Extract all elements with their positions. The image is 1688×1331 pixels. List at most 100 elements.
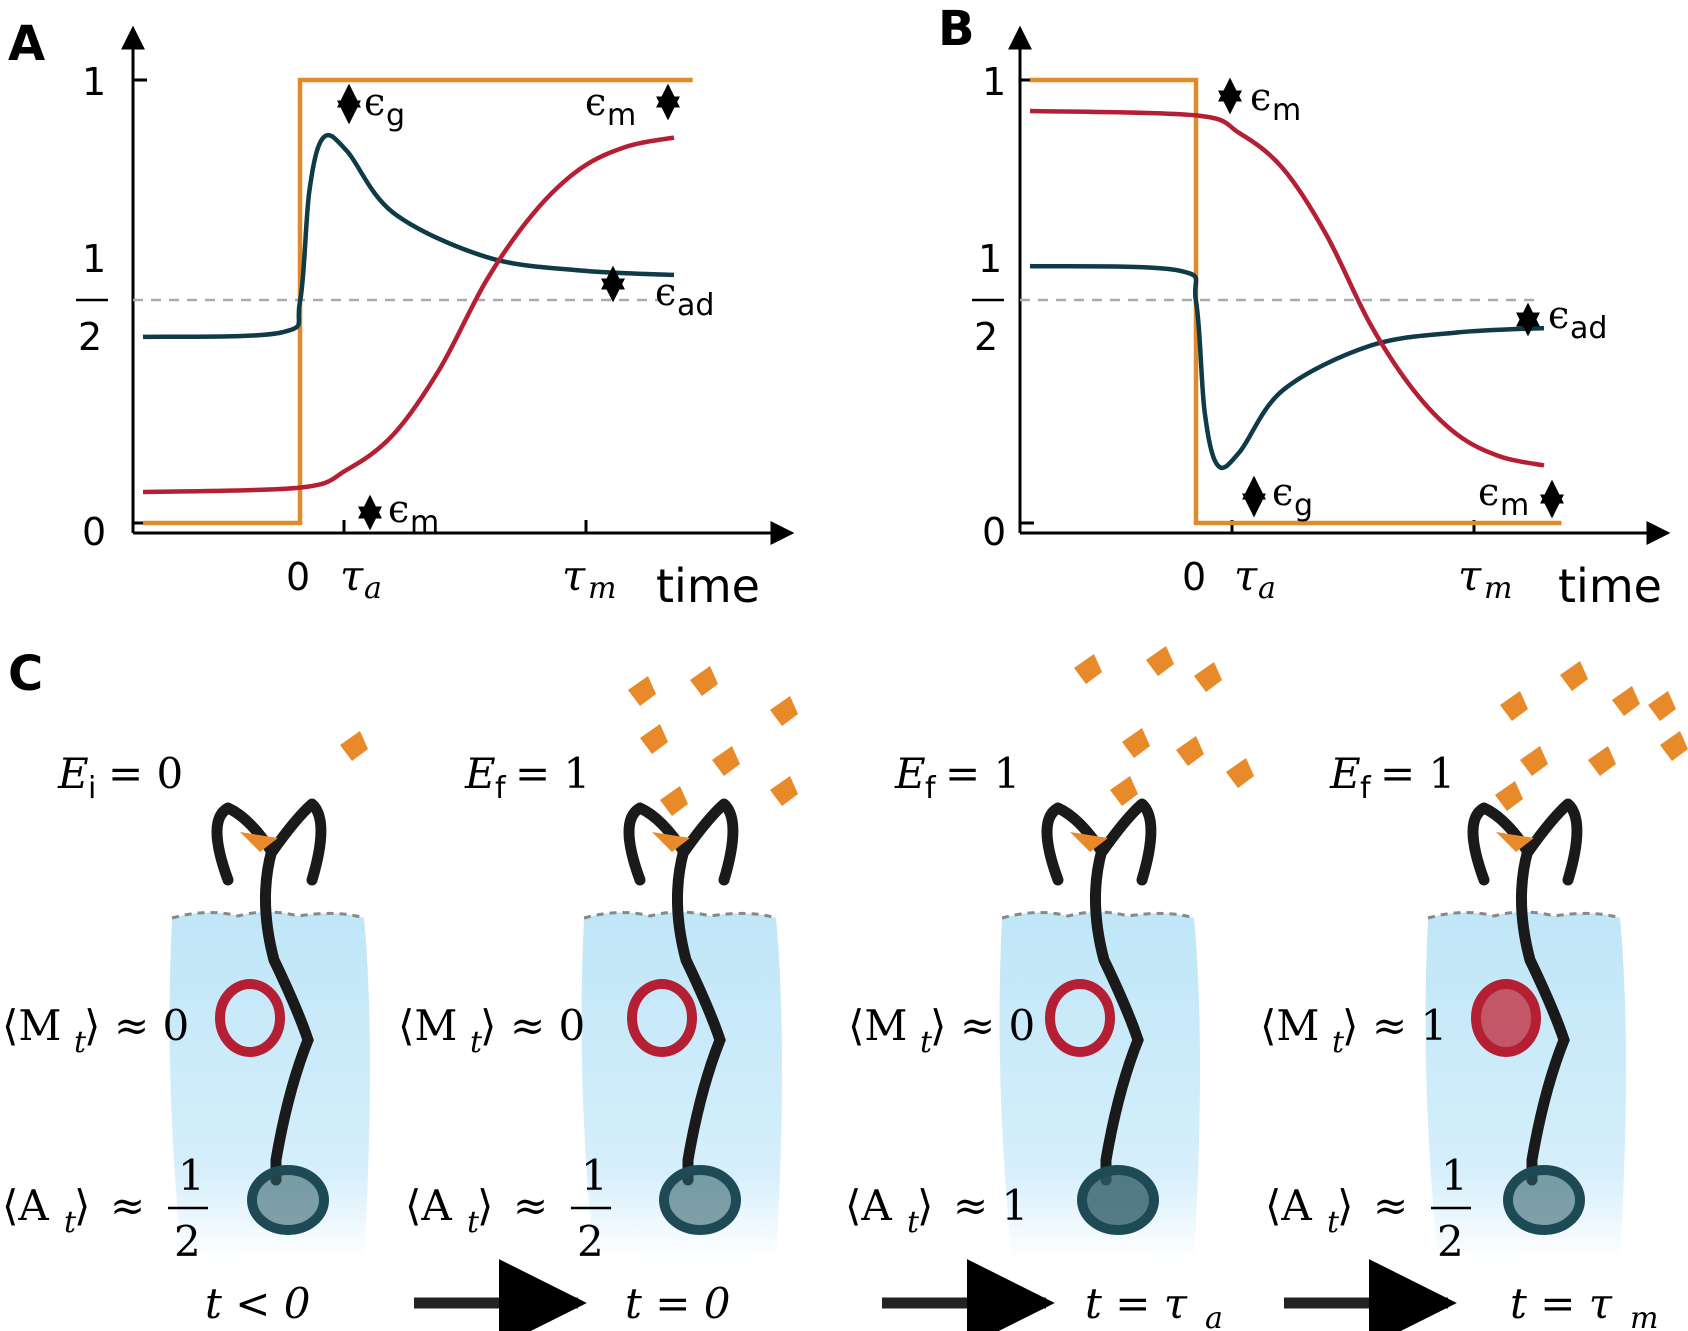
energy-subscript: f bbox=[925, 771, 937, 806]
ligand-icon bbox=[640, 724, 668, 754]
methylation-line-b bbox=[1029, 108, 1545, 468]
ligand-icon bbox=[1194, 662, 1222, 692]
ligand-icon bbox=[690, 666, 718, 696]
m-label: ⟨M bbox=[1260, 1001, 1319, 1050]
svg-text:ad: ad bbox=[1570, 311, 1607, 346]
a-subscript: t bbox=[907, 1205, 920, 1240]
svg-text:ϵ: ϵ bbox=[364, 80, 385, 124]
svg-text:g: g bbox=[1294, 488, 1313, 523]
x-axis-label-a: time bbox=[656, 559, 760, 613]
x-tick-tau-m-a: τ bbox=[562, 551, 586, 600]
time-label: t < 0 bbox=[205, 1279, 311, 1328]
y-tick-half-den-b: 2 bbox=[974, 315, 998, 359]
a-value: ≈ bbox=[513, 1181, 548, 1230]
energy-symbol: E bbox=[464, 749, 496, 798]
stimulus-line-a bbox=[143, 77, 693, 526]
receptor-stalk bbox=[1515, 844, 1570, 1186]
receptor-stalk bbox=[671, 844, 726, 1186]
energy-value: = 1 bbox=[1380, 749, 1455, 798]
m-label-close: ⟩ bbox=[1342, 1001, 1358, 1050]
m-label-close: ⟩ bbox=[930, 1001, 946, 1050]
ligand-icon bbox=[1176, 736, 1204, 766]
panel-a: A 1 1 2 0 0 τ a τ m time ϵ g ϵ bbox=[8, 16, 795, 613]
a-label-close: ⟩ bbox=[477, 1181, 493, 1230]
ligand-icon bbox=[340, 731, 368, 761]
ligand-icon bbox=[1110, 776, 1138, 806]
panel-letter-b: B bbox=[938, 1, 975, 57]
x-tick-tau-a-b: τ bbox=[1234, 551, 1258, 600]
svg-text:ϵ: ϵ bbox=[388, 487, 409, 531]
energy-value: = 1 bbox=[945, 749, 1020, 798]
a-label-close: ⟩ bbox=[1337, 1181, 1353, 1230]
ligand-icon bbox=[628, 676, 656, 706]
eps-ad-annotation-a: ϵ ad bbox=[601, 265, 714, 323]
kinase-domain bbox=[659, 1165, 741, 1235]
bound-ligand bbox=[652, 832, 690, 852]
a-label: ⟨A bbox=[1265, 1181, 1312, 1230]
energy-symbol: E bbox=[57, 749, 89, 798]
bound-ligand bbox=[240, 832, 278, 852]
eps-m-bottom-annotation-a: ϵ m bbox=[358, 487, 439, 540]
ligand-icon bbox=[712, 746, 740, 776]
a-frac-numerator: 1 bbox=[178, 1151, 205, 1200]
eps-m-top-annotation-a: ϵ m bbox=[585, 80, 680, 133]
y-tick-0-b: 0 bbox=[982, 510, 1006, 554]
ligand-icon bbox=[1648, 691, 1676, 721]
receptor-arms bbox=[1041, 798, 1157, 886]
ligand-icon bbox=[1074, 654, 1102, 684]
m-value: ≈ 1 bbox=[1372, 1001, 1447, 1050]
energy-symbol: E bbox=[894, 749, 926, 798]
x-tick-tau-a-sub-a: a bbox=[364, 571, 382, 606]
svg-text:m: m bbox=[1272, 93, 1301, 128]
svg-text:ϵ: ϵ bbox=[1272, 470, 1293, 514]
a-label-close: ⟩ bbox=[917, 1181, 933, 1230]
svg-text:ϵ: ϵ bbox=[655, 270, 676, 314]
energy-value: = 1 bbox=[515, 749, 590, 798]
eps-ad-annotation-b: ϵ ad bbox=[1516, 293, 1607, 346]
ligand-icon bbox=[1612, 686, 1640, 716]
a-label: ⟨A bbox=[845, 1181, 892, 1230]
ligand-icon bbox=[1560, 661, 1588, 691]
svg-text:ϵ: ϵ bbox=[1548, 293, 1569, 337]
ligand-icon bbox=[770, 696, 798, 726]
kinase-domain bbox=[247, 1165, 329, 1235]
y-tick-1-a: 1 bbox=[82, 60, 106, 104]
x-axis-label-b: time bbox=[1558, 559, 1662, 613]
a-frac-denominator: 2 bbox=[577, 1217, 604, 1266]
time-label: t = 0 bbox=[625, 1279, 731, 1328]
time-label-subscript: a bbox=[1205, 1301, 1223, 1331]
svg-text:ϵ: ϵ bbox=[585, 80, 606, 124]
a-value: ≈ 1 bbox=[953, 1181, 1028, 1230]
svg-text:ϵ: ϵ bbox=[1478, 470, 1499, 514]
ligand-icon bbox=[770, 776, 798, 806]
panel-letter-c: C bbox=[8, 646, 43, 702]
y-tick-1-b: 1 bbox=[982, 60, 1006, 104]
ligand-icon bbox=[1146, 646, 1174, 676]
svg-text:g: g bbox=[386, 98, 405, 133]
receptor-arms bbox=[623, 798, 739, 886]
methylation-site bbox=[627, 979, 697, 1057]
a-label: ⟨A bbox=[2, 1181, 49, 1230]
m-value: ≈ 0 bbox=[960, 1001, 1035, 1050]
x-tick-0-b: 0 bbox=[1182, 555, 1206, 599]
panel-b: B 1 1 2 0 0 τ a τ m time ϵ m ϵ ad bbox=[938, 1, 1671, 613]
a-frac-denominator: 2 bbox=[1437, 1217, 1464, 1266]
x-tick-tau-m-b: τ bbox=[1458, 551, 1482, 600]
svg-text:m: m bbox=[410, 505, 439, 540]
a-value: ≈ bbox=[110, 1181, 145, 1230]
y-tick-half-num-b: 1 bbox=[978, 237, 1002, 281]
y-tick-0-a: 0 bbox=[82, 510, 106, 554]
receptor-arms bbox=[1467, 798, 1583, 886]
energy-subscript: f bbox=[495, 771, 507, 806]
x-tick-tau-m-sub-b: m bbox=[1484, 571, 1512, 606]
m-label-close: ⟩ bbox=[84, 1001, 100, 1050]
y-tick-half-num-a: 1 bbox=[82, 237, 106, 281]
ligand-icon bbox=[1660, 731, 1688, 761]
ligand-icon bbox=[1495, 781, 1523, 811]
receptor-stalk bbox=[259, 844, 314, 1186]
